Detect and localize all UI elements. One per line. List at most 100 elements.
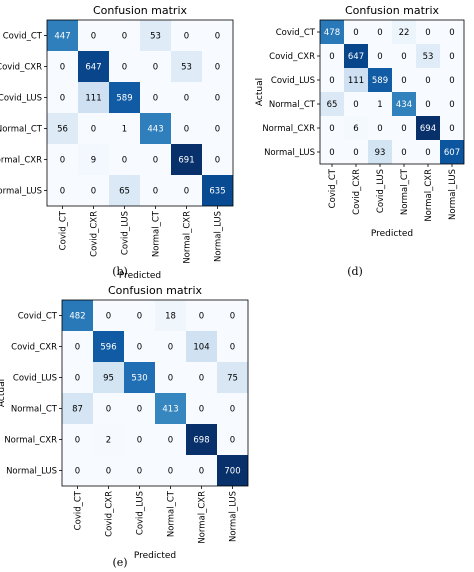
heatmap-cell-r2-c1 — [78, 82, 109, 113]
cell-value-label: 0 — [449, 76, 454, 86]
x-tick-label: Normal_CT — [152, 210, 162, 257]
heatmap-cell-r3-c4 — [186, 393, 217, 424]
y-tick-label: Covid_CXR — [11, 343, 57, 353]
cell-value-label: 0 — [153, 94, 158, 104]
heatmap-cell-r5-c4 — [416, 140, 440, 164]
heatmap-cell-r5-c2 — [109, 175, 140, 206]
cell-value-label: 0 — [153, 187, 158, 197]
heatmap-cell-r0-c5 — [440, 20, 464, 44]
heatmap-cell-r1-c5 — [202, 51, 233, 82]
heatmap-cell-r4-c1 — [93, 424, 124, 455]
x-tick-label: Normal_LUS — [448, 169, 458, 220]
cell-value-label: 447 — [54, 32, 70, 42]
cell-value-label: 0 — [153, 63, 158, 73]
heatmap-cell-r5-c5 — [217, 455, 248, 486]
cell-value-label: 0 — [75, 374, 80, 384]
cell-value-label: 0 — [215, 94, 220, 104]
heatmap-cell-r5-c2 — [368, 140, 392, 164]
heatmap-cell-r4-c1 — [78, 144, 109, 175]
heatmap-cell-r1-c3 — [392, 44, 416, 68]
y-tick-label: Covid_CT — [18, 312, 58, 322]
x-axis-title: Predicted — [134, 551, 176, 561]
heatmap-cell-r0-c2 — [368, 20, 392, 44]
cell-value-label: 0 — [60, 187, 65, 197]
y-tick-label: Covid_CT — [276, 28, 316, 38]
cell-value-label: 53 — [181, 63, 192, 73]
cell-value-label: 0 — [353, 100, 358, 110]
cell-value-label: 0 — [377, 28, 382, 38]
heatmap-cell-r1-c3 — [140, 51, 171, 82]
x-axis-title: Predicted — [119, 271, 161, 281]
heatmap-cell-r3-c3 — [140, 113, 171, 144]
cell-value-label: 589 — [116, 94, 132, 104]
y-tick-label: Covid_CT — [3, 32, 43, 42]
heatmap-cell-r2-c5 — [217, 362, 248, 393]
heatmap-cell-r5-c0 — [62, 455, 93, 486]
heatmap-cell-r5-c0 — [320, 140, 344, 164]
heatmap-cell-r0-c4 — [171, 20, 202, 51]
heatmap-cell-r2-c4 — [186, 362, 217, 393]
cell-value-label: 65 — [119, 187, 130, 197]
x-tick-label: Normal_CXR — [198, 491, 208, 544]
cell-value-label: 0 — [401, 52, 406, 62]
heatmap-cell-r5-c2 — [124, 455, 155, 486]
cell-value-label: 0 — [449, 100, 454, 110]
cell-value-label: 0 — [199, 374, 204, 384]
cell-value-label: 18 — [165, 312, 176, 322]
confusion-matrix-panel-d: Confusion matrix 478 0 0 22 0 0 0 647 0 0 53 0 0 111 58… — [255, 4, 465, 278]
x-tick-label: Normal_CT — [400, 168, 410, 215]
heatmap-cell-r5-c4 — [171, 175, 202, 206]
y-tick-label: Normal_CT — [269, 100, 316, 110]
heatmap-cell-r3-c5 — [440, 92, 464, 116]
y-tick-label: Normal_LUS — [6, 467, 57, 477]
cell-value-label: 53 — [150, 32, 161, 42]
heatmap-cell-r3-c1 — [344, 92, 368, 116]
cell-value-label: 0 — [60, 63, 65, 73]
cell-value-label: 0 — [401, 148, 406, 158]
cell-value-label: 9 — [91, 156, 96, 166]
heatmap-cell-r0-c1 — [93, 300, 124, 331]
cell-value-label: 0 — [184, 187, 189, 197]
cell-value-label: 0 — [122, 63, 127, 73]
cell-value-label: 95 — [103, 374, 114, 384]
y-tick-label: Normal_CXR — [0, 156, 42, 166]
subfigure-label: (e) — [112, 556, 127, 569]
heatmap-cell-r4-c3 — [155, 424, 186, 455]
heatmap-cell-r1-c2 — [124, 331, 155, 362]
x-tick-label: Covid_LUS — [121, 211, 131, 255]
x-tick-label: Normal_CT — [167, 490, 177, 537]
y-tick-label: Normal_LUS — [264, 148, 315, 158]
heatmap-cell-r3-c5 — [217, 393, 248, 424]
cell-value-label: 0 — [215, 63, 220, 73]
cell-value-label: 482 — [69, 312, 85, 322]
heatmap-cell-r5-c0 — [47, 175, 78, 206]
cell-value-label: 0 — [449, 52, 454, 62]
x-tick-label: Covid_CXR — [105, 491, 115, 537]
plot-frame — [61, 299, 249, 487]
cell-value-label: 0 — [137, 312, 142, 322]
cell-value-label: 0 — [184, 32, 189, 42]
chart-title: Confusion matrix — [93, 4, 188, 17]
heatmap-cell-r1-c2 — [109, 51, 140, 82]
cell-value-label: 0 — [137, 436, 142, 446]
cell-value-label: 698 — [193, 436, 209, 446]
cell-value-label: 635 — [209, 187, 225, 197]
y-tick-label: Covid_LUS — [0, 94, 42, 104]
cell-value-label: 65 — [327, 100, 338, 110]
cell-value-label: 0 — [401, 76, 406, 86]
cell-value-label: 0 — [449, 28, 454, 38]
cell-value-label: 647 — [348, 52, 364, 62]
cell-value-label: 0 — [230, 405, 235, 415]
heatmap-cell-r0-c0 — [320, 20, 344, 44]
heatmap-cell-r2-c5 — [202, 82, 233, 113]
heatmap-cell-r0-c3 — [392, 20, 416, 44]
x-axis-title: Predicted — [371, 229, 413, 239]
x-tick-label: Covid_LUS — [136, 491, 146, 535]
heatmap-cell-r4-c1 — [344, 116, 368, 140]
heatmap-cell-r5-c4 — [186, 455, 217, 486]
cell-value-label: 0 — [184, 125, 189, 135]
heatmap-cell-r5-c5 — [202, 175, 233, 206]
y-tick-label: Covid_LUS — [13, 374, 57, 384]
cell-value-label: 0 — [425, 76, 430, 86]
heatmap-cell-r5-c1 — [93, 455, 124, 486]
